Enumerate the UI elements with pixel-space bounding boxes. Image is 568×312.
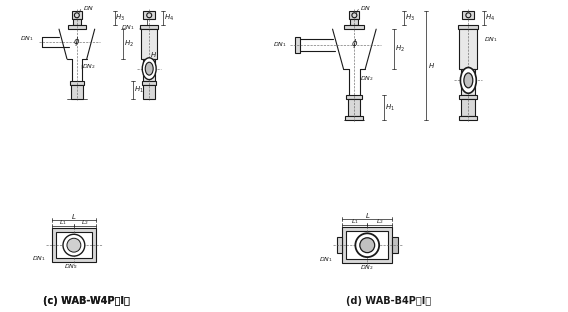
- Text: (c) WAB-W4P（Ⅰ）: (c) WAB-W4P（Ⅰ）: [43, 296, 130, 306]
- Text: $L_1$: $L_1$: [351, 217, 359, 226]
- Ellipse shape: [464, 73, 473, 88]
- Bar: [70, 81, 84, 85]
- Text: $H_3$: $H_3$: [115, 13, 126, 23]
- Text: $DN_2$: $DN_2$: [82, 62, 95, 71]
- Text: $DN$: $DN$: [83, 4, 94, 12]
- Bar: [461, 69, 475, 95]
- Bar: [143, 11, 155, 19]
- Bar: [462, 11, 474, 19]
- Text: (c) WAB-W4P（Ⅰ）: (c) WAB-W4P（Ⅰ）: [43, 296, 130, 306]
- Bar: [142, 81, 156, 85]
- Bar: [52, 228, 95, 262]
- Text: $L$: $L$: [365, 211, 370, 220]
- Bar: [460, 29, 477, 69]
- Text: $L$: $L$: [71, 212, 77, 221]
- Bar: [343, 227, 392, 263]
- Text: $DN_1$: $DN_1$: [273, 41, 287, 49]
- Bar: [392, 237, 398, 253]
- Text: $H$: $H$: [149, 51, 157, 59]
- Circle shape: [356, 233, 379, 257]
- Bar: [460, 116, 477, 120]
- Circle shape: [466, 13, 471, 18]
- Text: $H_1$: $H_1$: [135, 85, 144, 95]
- Bar: [141, 29, 157, 59]
- Bar: [346, 231, 388, 259]
- Text: $H_1$: $H_1$: [385, 102, 395, 113]
- Bar: [350, 19, 358, 25]
- Text: $DN_1$: $DN_1$: [20, 34, 34, 42]
- Text: $DN_1$: $DN_1$: [32, 254, 46, 262]
- Text: $DN_2$: $DN_2$: [360, 264, 374, 272]
- Bar: [143, 85, 155, 99]
- Text: $H$: $H$: [428, 61, 435, 70]
- Bar: [345, 116, 364, 120]
- Bar: [461, 99, 475, 116]
- Text: $H_2$: $H_2$: [395, 44, 405, 54]
- Text: $DN_1$: $DN_1$: [319, 255, 332, 264]
- Ellipse shape: [145, 62, 153, 75]
- Text: $L_2$: $L_2$: [375, 217, 383, 226]
- Bar: [460, 95, 477, 99]
- Text: $\phi$: $\phi$: [351, 37, 358, 50]
- Circle shape: [360, 238, 375, 253]
- Circle shape: [67, 238, 81, 252]
- Bar: [73, 19, 81, 25]
- Bar: [348, 99, 360, 116]
- Circle shape: [147, 13, 152, 18]
- Circle shape: [63, 234, 85, 256]
- Ellipse shape: [461, 67, 477, 93]
- Bar: [143, 59, 155, 81]
- Bar: [344, 25, 364, 29]
- Bar: [140, 25, 158, 29]
- Text: $H_2$: $H_2$: [124, 39, 135, 49]
- Text: $L_2$: $L_2$: [81, 218, 89, 227]
- Text: $H_4$: $H_4$: [164, 13, 174, 23]
- Bar: [71, 85, 83, 99]
- Bar: [349, 11, 360, 19]
- Circle shape: [74, 13, 80, 18]
- Bar: [295, 37, 300, 53]
- Text: $DN_2$: $DN_2$: [64, 263, 78, 271]
- Text: (d) WAB-B4P（Ⅰ）: (d) WAB-B4P（Ⅰ）: [346, 296, 432, 306]
- Bar: [336, 237, 343, 253]
- Text: $\phi$: $\phi$: [73, 35, 81, 47]
- Bar: [346, 95, 362, 99]
- Ellipse shape: [142, 58, 156, 80]
- Bar: [458, 25, 478, 29]
- Text: $H_3$: $H_3$: [405, 13, 415, 23]
- Text: $DN_1$: $DN_1$: [484, 35, 498, 43]
- Text: $DN_1$: $DN_1$: [122, 23, 135, 32]
- Text: $L_1$: $L_1$: [59, 218, 67, 227]
- Text: $H_4$: $H_4$: [485, 13, 495, 23]
- Bar: [68, 25, 86, 29]
- Text: $DN$: $DN$: [360, 4, 371, 12]
- Bar: [56, 232, 91, 258]
- Circle shape: [352, 13, 357, 18]
- Text: $DN_2$: $DN_2$: [360, 74, 374, 83]
- Bar: [72, 11, 82, 19]
